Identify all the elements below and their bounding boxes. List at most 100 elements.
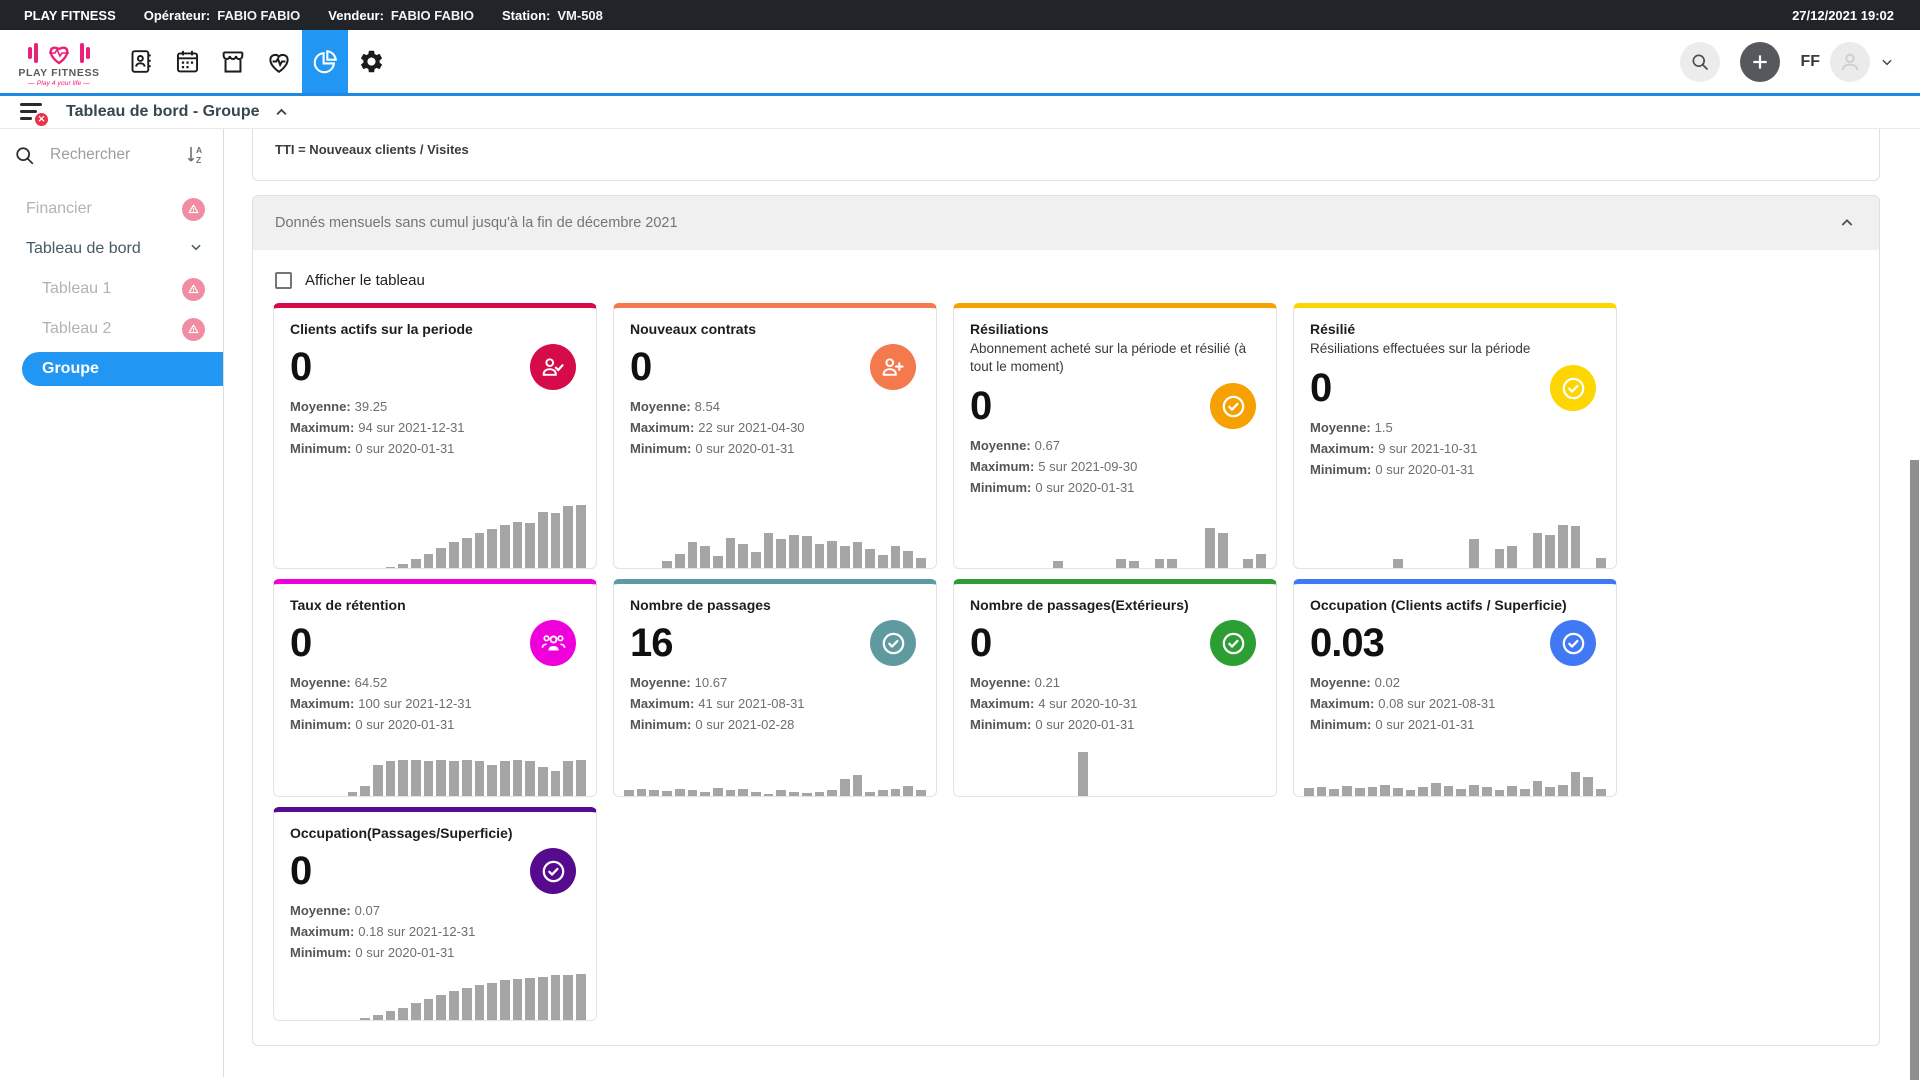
search-input[interactable]: Rechercher [50, 146, 130, 164]
metric-card[interactable]: Taux de rétention 0 Moyenne:64.52 Maximu… [273, 579, 597, 797]
chart-bar [487, 765, 497, 796]
stat-label: Maximum: [1310, 696, 1374, 711]
metric-cards-grid: Clients actifs sur la periode 0 Moyenne:… [273, 303, 1617, 1021]
user-menu[interactable]: FF [1800, 42, 1894, 82]
collapse-section-button[interactable] [1839, 215, 1855, 231]
chart-bar [1495, 549, 1505, 568]
chart-bar [853, 542, 863, 568]
stat-label: Maximum: [630, 696, 694, 711]
stat-minimum: 0 sur 2020-01-31 [1035, 717, 1134, 732]
sidebar-item-tableau-de-bord[interactable]: Tableau de bord [0, 229, 223, 269]
chart-bar [713, 788, 723, 796]
card-title: Occupation (Clients actifs / Superficie) [1310, 597, 1600, 613]
sidebar-item-label: Groupe [22, 360, 99, 378]
metric-card[interactable]: Résiliations Abonnement acheté sur la pé… [953, 303, 1277, 569]
stat-label: Maximum: [630, 420, 694, 435]
chart-bar [398, 564, 408, 568]
card-title: Taux de rétention [290, 597, 580, 613]
chart-bar [1545, 787, 1555, 796]
chart-bar [525, 978, 535, 1020]
chart-bar [789, 535, 799, 568]
breadcrumb-bar: ✕ Tableau de bord - Groupe [0, 96, 1920, 129]
chart-bar [649, 790, 659, 796]
chart-bar [1393, 559, 1403, 568]
sort-alpha-button[interactable]: A Z [183, 143, 207, 167]
section-title: Donnés mensuels sans cumul jusqu'à la fi… [275, 215, 678, 231]
metric-card[interactable]: Occupation (Clients actifs / Superficie)… [1293, 579, 1617, 797]
sidebar-item-groupe[interactable]: Groupe [22, 352, 223, 386]
sidebar-item-financier[interactable]: Financier [0, 189, 223, 229]
chart-bar [903, 551, 913, 568]
chart-bar [1558, 525, 1568, 568]
metric-card[interactable]: Résilié Résiliations effectuées sur la p… [1293, 303, 1617, 569]
filter-menu-button[interactable]: ✕ [20, 102, 46, 122]
metric-card[interactable]: Nombre de passages(Extérieurs) 0 Moyenne… [953, 579, 1277, 797]
metric-card[interactable]: Nouveaux contrats 0 Moyenne:8.54 Maximum… [613, 303, 937, 569]
chart-bar [637, 789, 647, 796]
chart-bar [462, 988, 472, 1020]
chart-bar [487, 529, 497, 568]
nav-settings-tab[interactable] [348, 30, 394, 93]
search-icon [1690, 52, 1710, 72]
heart-pulse-icon [265, 48, 293, 76]
chart-bar [538, 977, 548, 1020]
operator-field: Opérateur: FABIO FABIO [144, 8, 301, 23]
chart-bar [1355, 788, 1365, 796]
chevron-up-icon[interactable] [274, 105, 289, 120]
chart-bar [386, 567, 396, 568]
card-stats: Moyenne:1.5 Maximum:9 sur 2021-10-31 Min… [1310, 418, 1600, 480]
chart-bar [802, 536, 812, 568]
card-title: Nombre de passages [630, 597, 920, 613]
search-button[interactable] [1680, 42, 1720, 82]
chart-bar [1256, 554, 1266, 568]
chart-bar [688, 790, 698, 796]
brand-name: PLAY FITNESS [24, 8, 116, 23]
vertical-scrollbar[interactable] [1910, 460, 1919, 1080]
pie-chart-icon [311, 48, 339, 76]
avatar [1830, 42, 1870, 82]
metric-card[interactable]: Clients actifs sur la periode 0 Moyenne:… [273, 303, 597, 569]
mini-bar-chart [1304, 496, 1606, 568]
card-value: 0 [290, 851, 311, 891]
operator-label: Opérateur: [144, 8, 210, 23]
chart-bar [1342, 786, 1352, 796]
app-logo[interactable]: PLAY FITNESS — Play 4 your life — [0, 30, 118, 93]
chart-bar [738, 544, 748, 568]
vendor-label: Vendeur: [328, 8, 384, 23]
chart-bar [551, 513, 561, 568]
nav-calendar-tab[interactable] [164, 30, 210, 93]
sidebar-search[interactable]: Rechercher A Z [0, 129, 223, 181]
sidebar-item-tableau-1[interactable]: Tableau 1 [0, 269, 223, 309]
chart-bar [827, 541, 837, 568]
card-stats: Moyenne:39.25 Maximum:94 sur 2021-12-31 … [290, 397, 580, 459]
nav-shop-tab[interactable] [210, 30, 256, 93]
chart-bar [688, 542, 698, 568]
chart-bar [1533, 533, 1543, 568]
chart-bar [475, 761, 485, 796]
metric-card[interactable]: Nombre de passages 16 Moyenne:10.67 Maxi… [613, 579, 937, 797]
metric-card[interactable]: Occupation(Passages/Superficie) 0 Moyenn… [273, 807, 597, 1021]
chart-bar [411, 559, 421, 568]
chart-bar [827, 790, 837, 796]
chart-bar [751, 792, 761, 796]
nav-health-tab[interactable] [256, 30, 302, 93]
chart-bar [373, 1015, 383, 1020]
svg-text:Z: Z [196, 155, 201, 165]
check-circle-icon [870, 620, 916, 666]
filter-clear-badge[interactable]: ✕ [35, 113, 48, 126]
chart-bar [865, 792, 875, 796]
add-button[interactable] [1740, 42, 1780, 82]
stat-moyenne: 0.21 [1035, 675, 1060, 690]
mini-bar-chart [284, 740, 586, 796]
sidebar-item-tableau-2[interactable]: Tableau 2 [0, 309, 223, 349]
chart-bar [878, 790, 888, 796]
chart-bar [1129, 561, 1139, 568]
nav-statistics-tab[interactable] [302, 30, 348, 93]
show-table-checkbox[interactable] [275, 272, 292, 289]
nav-members-tab[interactable] [118, 30, 164, 93]
people-group-icon [530, 620, 576, 666]
logo-tagline: — Play 4 your life — [28, 80, 90, 87]
chart-bar [411, 760, 421, 796]
chart-bar [764, 794, 774, 796]
station-value: VM-508 [557, 8, 603, 23]
